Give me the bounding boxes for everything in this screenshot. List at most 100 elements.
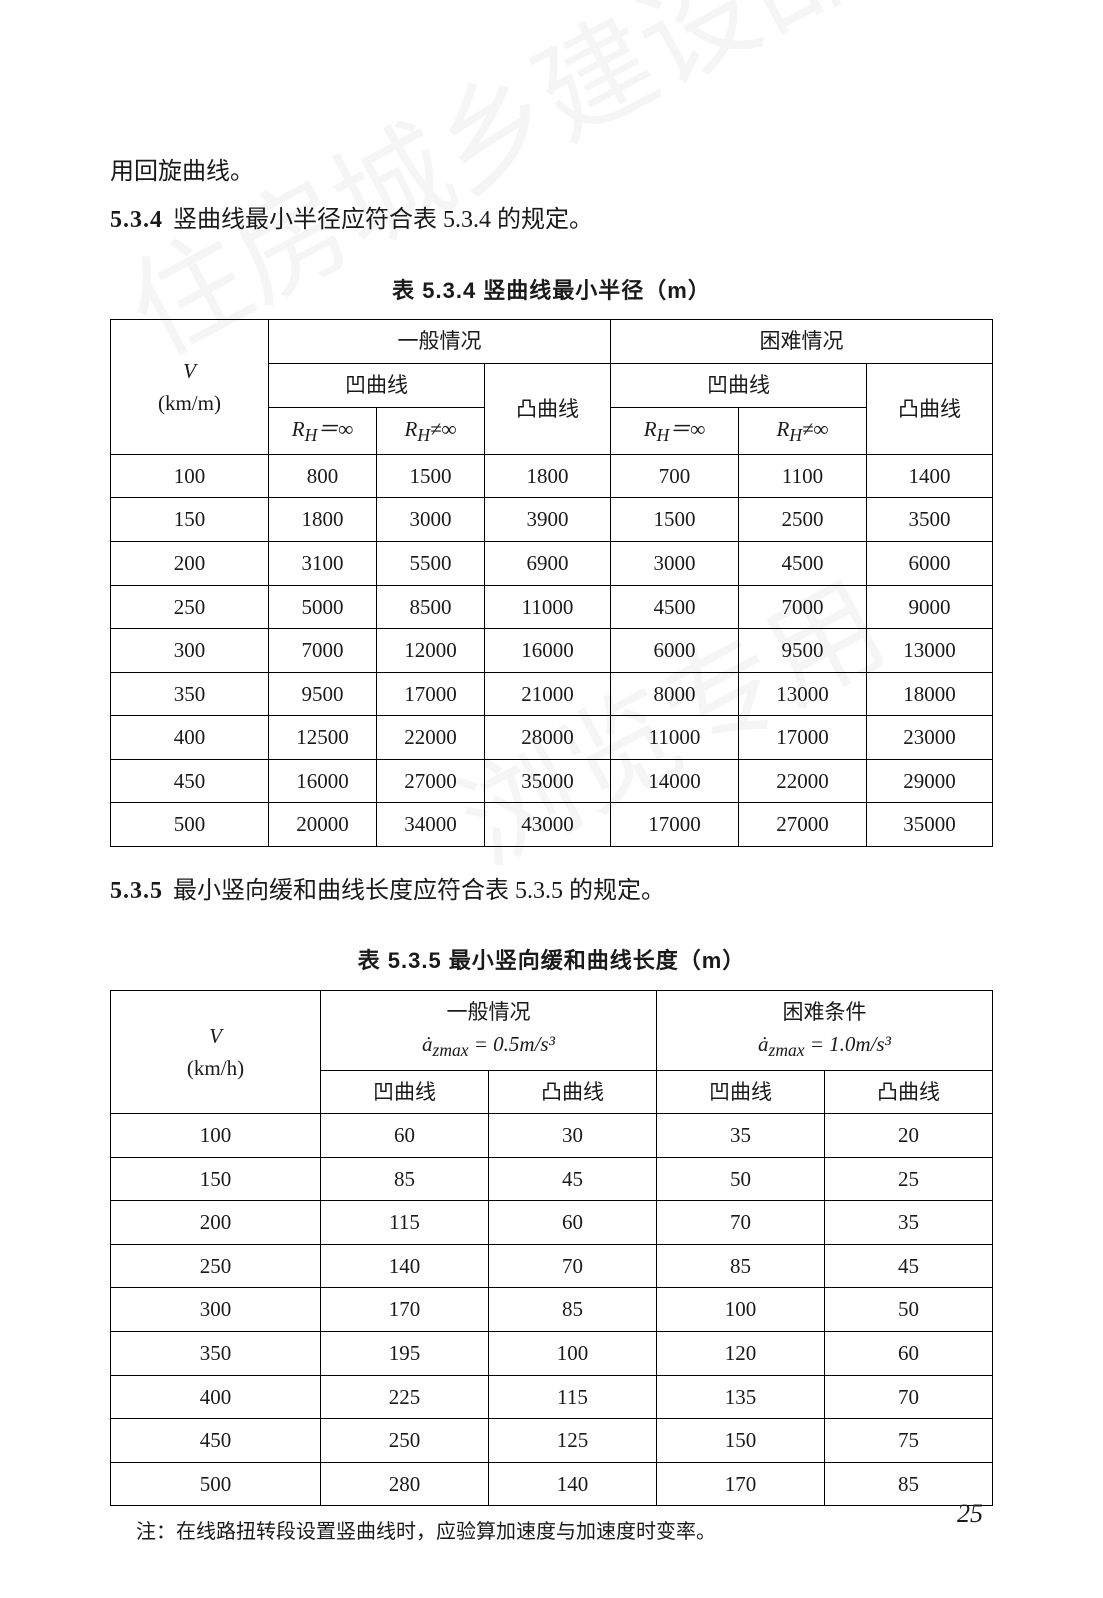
col-header-normal: 一般情况 ȧzmax = 0.5m/s³: [321, 990, 657, 1070]
table-cell: 140: [488, 1462, 656, 1506]
table-row: 250140708545: [111, 1244, 993, 1288]
table-cell: 85: [488, 1288, 656, 1332]
table-cell: 1400: [866, 454, 992, 498]
table-cell: 18000: [866, 672, 992, 716]
table-header-row: V (km/m) 一般情况 困难情况: [111, 320, 993, 364]
table-cell: 280: [321, 1462, 489, 1506]
table-row: 3509500170002100080001300018000: [111, 672, 993, 716]
table-cell: 28000: [484, 716, 610, 760]
clause-535: 5.3.5最小竖向缓和曲线长度应符合表 5.3.5 的规定。: [110, 869, 993, 913]
table-cell: 2500: [738, 498, 866, 542]
table-row: 50028014017085: [111, 1462, 993, 1506]
col-header-convex: 凸曲线: [488, 1070, 656, 1114]
clause-text: 最小竖向缓和曲线长度应符合表 5.3.5 的规定。: [173, 878, 665, 904]
table-row: 10060303520: [111, 1114, 993, 1158]
table-cell: 100: [656, 1288, 824, 1332]
table-535: V (km/h) 一般情况 ȧzmax = 0.5m/s³ 困难条件 ȧzmax…: [110, 990, 993, 1506]
col-header-convex: 凸曲线: [484, 364, 610, 455]
body-text: 用回旋曲线。: [110, 150, 993, 194]
col-header-rh-neq: RH≠∞: [376, 407, 484, 454]
col-header-rh-inf: RH＝∞: [610, 407, 738, 454]
table-cell: 170: [656, 1462, 824, 1506]
table-cell: 800: [268, 454, 376, 498]
col-header-concave: 凹曲线: [656, 1070, 824, 1114]
table-cell: 135: [656, 1375, 824, 1419]
table-cell: 45: [824, 1244, 992, 1288]
table-cell: 3100: [268, 541, 376, 585]
table-cell: 3500: [866, 498, 992, 542]
table-cell: 195: [321, 1332, 489, 1376]
table-cell: 13000: [866, 629, 992, 673]
table-cell: 1100: [738, 454, 866, 498]
table-cell: 17000: [738, 716, 866, 760]
table-cell: 75: [824, 1419, 992, 1463]
table-cell: 22000: [376, 716, 484, 760]
col-header-rh-inf: RH＝∞: [268, 407, 376, 454]
table-cell: 27000: [376, 759, 484, 803]
table-cell: 5500: [376, 541, 484, 585]
table-cell: 29000: [866, 759, 992, 803]
table-cell: 25: [824, 1157, 992, 1201]
table-cell: 1800: [484, 454, 610, 498]
table-cell: 250: [321, 1419, 489, 1463]
table-cell: 20: [824, 1114, 992, 1158]
table-cell: 300: [111, 629, 269, 673]
table-cell: 350: [111, 1332, 321, 1376]
table-row: 15085455025: [111, 1157, 993, 1201]
table-cell: 300: [111, 1288, 321, 1332]
table-cell: 50: [824, 1288, 992, 1332]
table-row: 2505000850011000450070009000: [111, 585, 993, 629]
col-header-hard: 困难条件 ȧzmax = 1.0m/s³: [656, 990, 992, 1070]
table-cell: 150: [111, 498, 269, 542]
table-cell: 12000: [376, 629, 484, 673]
col-header-v: V (km/m): [111, 320, 269, 454]
clause-534: 5.3.4竖曲线最小半径应符合表 5.3.4 的规定。: [110, 198, 993, 242]
col-header-convex: 凸曲线: [866, 364, 992, 455]
table-cell: 350: [111, 672, 269, 716]
table-cell: 140: [321, 1244, 489, 1288]
table-cell: 5000: [268, 585, 376, 629]
table-row: 400125002200028000110001700023000: [111, 716, 993, 760]
table-cell: 13000: [738, 672, 866, 716]
table-cell: 400: [111, 716, 269, 760]
table-cell: 3000: [376, 498, 484, 542]
table-cell: 115: [488, 1375, 656, 1419]
table-row: 35019510012060: [111, 1332, 993, 1376]
table-cell: 70: [656, 1201, 824, 1245]
table-cell: 45: [488, 1157, 656, 1201]
table-cell: 35000: [866, 803, 992, 847]
table-cell: 8000: [610, 672, 738, 716]
table-cell: 22000: [738, 759, 866, 803]
table-cell: 4500: [738, 541, 866, 585]
table-cell: 27000: [738, 803, 866, 847]
table-cell: 16000: [484, 629, 610, 673]
col-header-normal: 一般情况: [268, 320, 610, 364]
table-cell: 35: [824, 1201, 992, 1245]
col-header-hard: 困难情况: [610, 320, 992, 364]
table-cell: 60: [321, 1114, 489, 1158]
table-cell: 3900: [484, 498, 610, 542]
table-cell: 7000: [738, 585, 866, 629]
page-number: 25: [957, 1490, 983, 1538]
table-cell: 50: [656, 1157, 824, 1201]
table-cell: 450: [111, 759, 269, 803]
col-header-concave: 凹曲线: [610, 364, 866, 408]
col-header-concave: 凹曲线: [268, 364, 484, 408]
clause-text: 竖曲线最小半径应符合表 5.3.4 的规定。: [173, 207, 593, 233]
table-cell: 200: [111, 541, 269, 585]
table-cell: 85: [321, 1157, 489, 1201]
table-cell: 43000: [484, 803, 610, 847]
table-cell: 30: [488, 1114, 656, 1158]
table-cell: 700: [610, 454, 738, 498]
table-cell: 4500: [610, 585, 738, 629]
table-535-caption: 表 5.3.5 最小竖向缓和曲线长度（m）: [110, 941, 993, 982]
col-header-rh-neq: RH≠∞: [738, 407, 866, 454]
table-cell: 9500: [738, 629, 866, 673]
table-cell: 200: [111, 1201, 321, 1245]
table-cell: 70: [488, 1244, 656, 1288]
table-cell: 60: [824, 1332, 992, 1376]
col-header-concave: 凹曲线: [321, 1070, 489, 1114]
col-header-v: V (km/h): [111, 990, 321, 1113]
table-row: 150180030003900150025003500: [111, 498, 993, 542]
table-cell: 6900: [484, 541, 610, 585]
